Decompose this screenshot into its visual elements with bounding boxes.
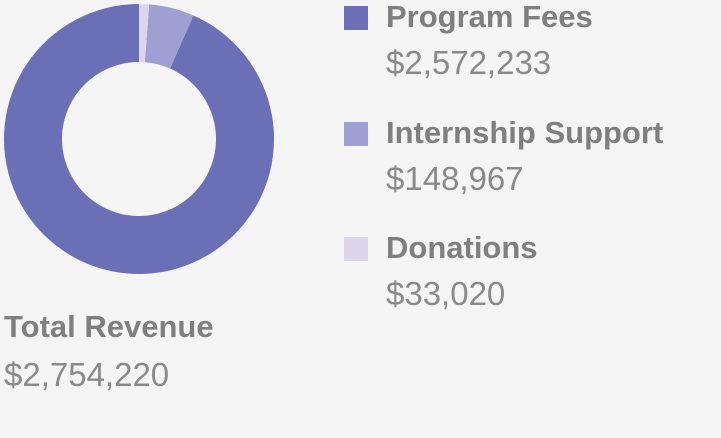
total-revenue: Total Revenue $2,754,220 (4, 308, 214, 396)
legend-value-program-fees: $2,572,233 (386, 44, 552, 81)
donut-chart (4, 4, 274, 274)
total-revenue-label: Total Revenue (4, 309, 214, 344)
donut-slice-internship-support (144, 4, 194, 69)
legend-swatch-program-fees (344, 6, 368, 30)
legend-label-internship-support: Internship Support (386, 115, 664, 150)
legend-label-donations: Donations (386, 230, 538, 265)
legend-value-internship-support: $148,967 (386, 160, 524, 197)
legend-label-program-fees: Program Fees (386, 0, 593, 34)
legend-value-donations: $33,020 (386, 275, 506, 312)
donut-slice-program-fees (4, 4, 274, 274)
legend-swatch-internship-support (344, 122, 368, 146)
legend-swatch-donations (344, 237, 368, 261)
donut-slice-donations (139, 4, 150, 63)
total-revenue-value: $2,754,220 (4, 356, 170, 393)
